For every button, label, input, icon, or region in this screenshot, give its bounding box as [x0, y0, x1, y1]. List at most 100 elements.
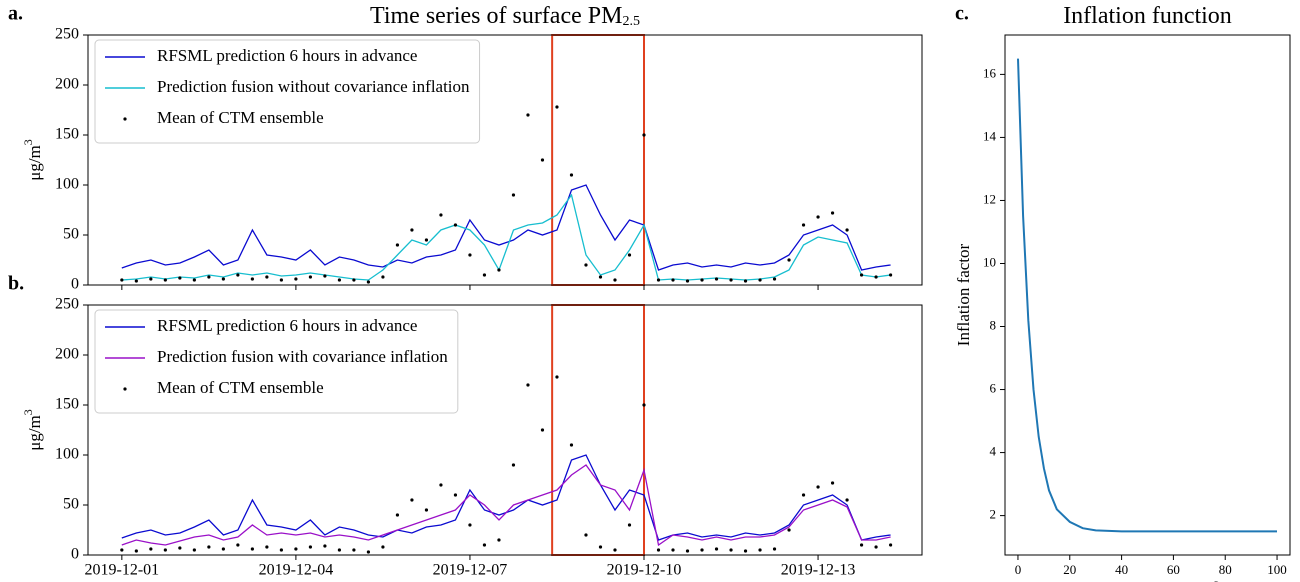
y-tick-label: 200	[55, 76, 79, 93]
title-text: Time series of surface PM	[370, 3, 622, 29]
data-point	[511, 193, 516, 197]
series-line	[121, 454, 891, 541]
data-point	[337, 278, 342, 282]
data-point	[627, 253, 632, 257]
chart-title: Inflation function	[1063, 3, 1232, 29]
legend-box	[94, 309, 459, 414]
data-point	[149, 277, 153, 281]
data-point	[279, 548, 283, 552]
data-point	[134, 549, 138, 553]
legend-box	[94, 39, 481, 144]
x-tick-label: 2019-12-07	[433, 562, 508, 579]
data-point	[410, 498, 414, 502]
title-subscript: 2.5	[622, 14, 640, 29]
data-point	[497, 268, 501, 272]
data-point	[279, 278, 283, 282]
data-point	[265, 275, 269, 279]
data-point	[830, 211, 835, 215]
y-tick-label: 250	[55, 296, 79, 313]
data-point	[453, 223, 458, 227]
data-point	[613, 548, 617, 552]
legend-label: RFSML prediction 6 hours in advance	[157, 316, 417, 335]
data-point	[352, 548, 356, 552]
data-point	[163, 278, 167, 282]
data-point	[555, 105, 559, 109]
data-point	[308, 545, 312, 549]
data-point	[830, 481, 835, 485]
data-point	[381, 275, 385, 279]
data-point	[381, 545, 385, 549]
data-point	[888, 543, 893, 547]
chart-title: Time series of surface PM2.5	[370, 3, 640, 30]
data-point	[859, 273, 864, 277]
data-point	[482, 273, 487, 277]
data-point	[439, 483, 443, 487]
data-point	[874, 275, 878, 279]
x-tick-label: 2019-12-01	[85, 562, 160, 579]
data-point	[424, 508, 429, 512]
data-point	[656, 278, 661, 282]
axes-frame	[87, 34, 923, 286]
data-point	[178, 546, 182, 550]
y-tick-label: 10	[983, 254, 996, 269]
y-tick-label: 14	[983, 128, 997, 143]
y-tick-label: 150	[55, 396, 79, 413]
y-label-text: Inflation factor	[954, 243, 973, 346]
legend-label: Mean of CTM ensemble	[157, 378, 324, 397]
data-point	[874, 545, 878, 549]
data-point	[526, 383, 530, 387]
data-point	[859, 543, 864, 547]
data-point	[134, 279, 138, 283]
y-tick-label: 200	[55, 346, 79, 363]
data-point	[642, 403, 646, 407]
data-point	[395, 513, 400, 517]
data-point	[366, 550, 371, 554]
data-point	[323, 544, 327, 548]
highlight-box	[551, 304, 646, 556]
data-point	[265, 545, 269, 549]
y-axis-label: Inflation factor	[954, 243, 973, 346]
data-point	[584, 263, 588, 267]
data-point	[192, 278, 196, 282]
data-point	[526, 113, 530, 117]
data-point	[294, 547, 298, 551]
data-point	[845, 228, 849, 232]
x-axis-label: Mean of CTM (μg/m3)	[1070, 578, 1225, 582]
data-point	[729, 278, 733, 282]
data-point	[337, 548, 342, 552]
data-point	[250, 277, 254, 281]
data-point	[453, 493, 458, 497]
data-point	[149, 547, 153, 551]
y-tick-label: 16	[983, 65, 997, 80]
data-point	[236, 273, 240, 277]
data-point	[656, 548, 661, 552]
series-line	[121, 184, 891, 271]
y-tick-label: 6	[990, 381, 997, 396]
data-point	[598, 545, 603, 549]
data-point	[207, 275, 211, 279]
x-tick-label: 0	[1015, 562, 1022, 577]
data-point	[236, 543, 240, 547]
data-point	[845, 498, 849, 502]
legend-label: Prediction fusion with covariance inflat…	[157, 347, 448, 366]
axes-frame	[1004, 34, 1291, 556]
data-point	[308, 275, 312, 279]
legend-label: RFSML prediction 6 hours in advance	[157, 46, 417, 65]
panel-label: a.	[8, 3, 23, 25]
data-point	[352, 278, 356, 282]
series-line	[121, 193, 891, 281]
data-point	[685, 549, 690, 553]
y-tick-label: 0	[71, 276, 79, 293]
data-point	[758, 278, 762, 282]
y-tick-label: 100	[55, 446, 79, 463]
y-tick-label: 50	[63, 226, 79, 243]
data-point	[424, 238, 429, 242]
data-point	[613, 278, 617, 282]
x-tick-label: 2019-12-13	[781, 562, 856, 579]
data-point	[120, 278, 124, 282]
data-point	[569, 173, 574, 177]
legend-marker	[123, 387, 127, 391]
legend-marker	[123, 117, 127, 121]
data-point	[598, 275, 603, 279]
data-point	[540, 158, 545, 162]
